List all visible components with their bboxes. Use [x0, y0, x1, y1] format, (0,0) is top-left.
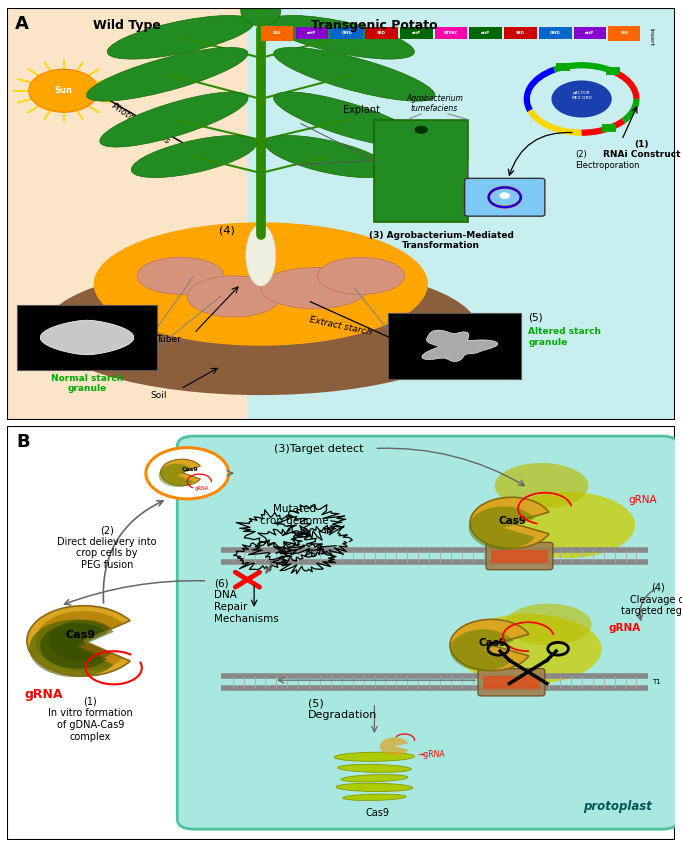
Text: protoplast: protoplast [583, 800, 652, 812]
Polygon shape [40, 321, 134, 354]
Wedge shape [35, 611, 123, 671]
Ellipse shape [334, 752, 415, 762]
Bar [157, 337, 158, 338]
Ellipse shape [494, 463, 589, 509]
Bar [608, 26, 640, 41]
Ellipse shape [100, 92, 248, 147]
Text: Insert: Insert [649, 28, 653, 47]
Text: Mutated
crop genome: Mutated crop genome [260, 505, 329, 526]
Text: Tuber: Tuber [155, 336, 181, 344]
Text: attP: attP [411, 31, 421, 35]
Text: (6)
DNA
Repair
Mechanisms: (6) DNA Repair Mechanisms [214, 579, 279, 623]
Ellipse shape [188, 276, 281, 317]
Bar [295, 27, 328, 39]
Wedge shape [29, 620, 114, 678]
Ellipse shape [261, 268, 368, 309]
Bar [606, 67, 620, 75]
Ellipse shape [267, 15, 415, 59]
Polygon shape [422, 330, 498, 361]
Ellipse shape [241, 0, 281, 26]
Text: Cas9: Cas9 [499, 516, 527, 526]
FancyBboxPatch shape [464, 178, 545, 216]
Bar [557, 63, 569, 71]
Text: Sun: Sun [55, 86, 72, 95]
Bar [602, 124, 616, 132]
Wedge shape [470, 497, 549, 549]
Ellipse shape [501, 492, 635, 558]
Text: Cas9: Cas9 [366, 808, 389, 818]
Wedge shape [40, 623, 107, 669]
FancyArrowPatch shape [611, 31, 637, 36]
Circle shape [499, 192, 510, 199]
Text: A: A [15, 14, 29, 33]
Text: gRNA: gRNA [25, 689, 63, 701]
Text: B: B [17, 433, 31, 451]
Ellipse shape [341, 774, 408, 782]
Wedge shape [50, 620, 112, 662]
Ellipse shape [342, 794, 406, 801]
Text: GWD: GWD [550, 31, 561, 35]
Bar [261, 26, 293, 41]
FancyBboxPatch shape [486, 543, 553, 570]
Bar [248, 8, 675, 420]
Wedge shape [450, 619, 529, 671]
Text: gRNA: gRNA [195, 486, 209, 491]
Text: (5)
Degradation: (5) Degradation [308, 699, 377, 721]
Text: →gRNA: →gRNA [418, 750, 445, 759]
Text: (1)
RNAi Construct: (1) RNAi Construct [603, 140, 681, 159]
Ellipse shape [265, 136, 390, 177]
Wedge shape [27, 605, 130, 676]
Bar [17, 304, 158, 371]
Ellipse shape [338, 764, 411, 773]
Text: Wild Type: Wild Type [93, 19, 161, 31]
Text: SBD: SBD [377, 31, 386, 35]
Text: Photosynthesis: Photosynthesis [109, 101, 172, 146]
Ellipse shape [273, 47, 435, 101]
Text: Normal starch
granule: Normal starch granule [51, 374, 123, 393]
Text: Transgenic Potato: Transgenic Potato [311, 19, 438, 31]
Bar [469, 27, 502, 39]
Ellipse shape [246, 225, 276, 286]
Bar [539, 27, 572, 39]
Text: attP: attP [585, 31, 595, 35]
Ellipse shape [44, 264, 478, 395]
Ellipse shape [273, 92, 421, 147]
Circle shape [415, 126, 428, 134]
Bar [388, 313, 522, 378]
Text: NTRBC: NTRBC [443, 31, 458, 35]
Text: attP: attP [308, 31, 316, 35]
Ellipse shape [318, 257, 404, 294]
Text: pACTOR
MEZ-GRD: pACTOR MEZ-GRD [572, 92, 592, 100]
Ellipse shape [455, 614, 602, 684]
Text: (2)
Electroporation: (2) Electroporation [575, 150, 640, 170]
Text: (4): (4) [220, 226, 235, 236]
Text: (4)
Cleavage of
targeted region: (4) Cleavage of targeted region [621, 583, 682, 616]
Wedge shape [450, 629, 514, 671]
FancyBboxPatch shape [478, 668, 545, 696]
Circle shape [146, 448, 228, 499]
Text: T1: T1 [652, 679, 661, 685]
Text: 35S: 35S [273, 31, 281, 35]
Bar [400, 27, 432, 39]
Text: Explant: Explant [342, 105, 380, 115]
FancyBboxPatch shape [177, 436, 679, 829]
Text: gRNA: gRNA [608, 623, 640, 633]
Bar [504, 27, 537, 39]
Wedge shape [380, 737, 409, 756]
Wedge shape [158, 464, 194, 487]
Text: (2)
Direct delievery into
crop cells by
PEG fusion: (2) Direct delievery into crop cells by … [57, 525, 157, 570]
Text: gRNA: gRNA [628, 495, 657, 505]
Bar [434, 27, 467, 39]
Bar [365, 27, 398, 39]
Bar [7, 8, 248, 420]
Ellipse shape [107, 15, 254, 59]
Text: attP: attP [481, 31, 490, 35]
FancyArrowPatch shape [263, 31, 289, 36]
Text: SBD: SBD [516, 31, 525, 35]
Ellipse shape [131, 136, 256, 177]
Circle shape [552, 81, 612, 118]
Text: (1)
In vitro formation
of gDNA-Cas9
complex: (1) In vitro formation of gDNA-Cas9 comp… [48, 697, 133, 741]
Text: (3)Target detect: (3)Target detect [274, 444, 364, 455]
Text: (5): (5) [528, 313, 543, 323]
Circle shape [29, 70, 98, 112]
